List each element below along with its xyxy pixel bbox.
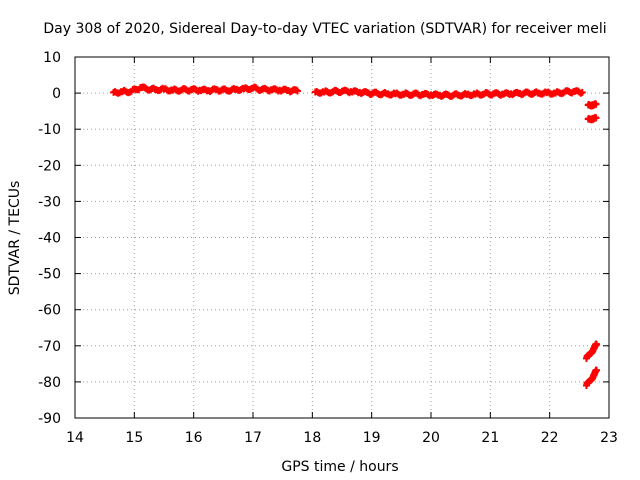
y-tick-label: 0 bbox=[52, 86, 61, 102]
y-tick-label: -20 bbox=[38, 158, 61, 174]
x-tick-label: 22 bbox=[541, 430, 559, 446]
x-tick-label: 16 bbox=[185, 430, 203, 446]
data-point-plus-marker bbox=[593, 366, 601, 374]
data-point-plus-marker bbox=[593, 340, 601, 348]
grid bbox=[75, 57, 609, 418]
x-tick-label: 15 bbox=[125, 430, 143, 446]
data-point-plus-marker bbox=[592, 100, 600, 108]
x-tick-label: 14 bbox=[66, 430, 84, 446]
x-tick-label: 23 bbox=[600, 430, 618, 446]
y-tick-label: -90 bbox=[38, 411, 61, 427]
chart-title: Day 308 of 2020, Sidereal Day-to-day VTE… bbox=[43, 21, 606, 37]
y-tick-label: -60 bbox=[38, 303, 61, 319]
x-axis-label: GPS time / hours bbox=[281, 459, 398, 475]
x-tick-label: 18 bbox=[303, 430, 321, 446]
data-point-plus-marker bbox=[294, 87, 301, 95]
x-tick-label: 17 bbox=[244, 430, 262, 446]
y-axis-label: SDTVAR / TECUs bbox=[7, 181, 23, 296]
data-points bbox=[110, 83, 601, 390]
y-tick-label: -10 bbox=[38, 122, 61, 138]
axis-ticks: 14 15 16 17 18 19 20 21 22 23 10 0 -10 -20 -30 -40 -50 -6… bbox=[38, 50, 618, 446]
y-tick-label: -40 bbox=[38, 231, 61, 247]
y-tick-label: -30 bbox=[38, 194, 61, 210]
y-tick-label: -80 bbox=[38, 375, 61, 391]
x-tick-label: 21 bbox=[481, 430, 499, 446]
y-tick-label: 10 bbox=[43, 50, 61, 66]
x-tick-label: 20 bbox=[422, 430, 440, 446]
y-tick-label: -50 bbox=[38, 267, 61, 283]
data-point-plus-marker bbox=[592, 114, 600, 122]
x-tick-label: 19 bbox=[363, 430, 381, 446]
y-tick-label: -70 bbox=[38, 339, 61, 355]
data-point-plus-marker bbox=[578, 88, 586, 96]
